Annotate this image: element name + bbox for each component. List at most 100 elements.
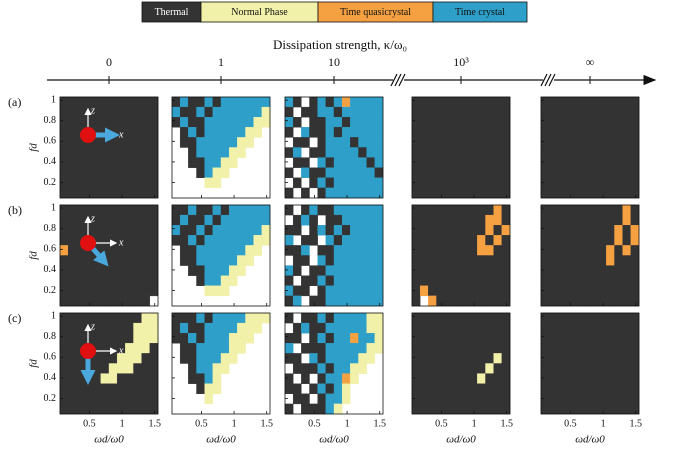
phase-cell	[565, 295, 574, 307]
phase-cell	[589, 363, 599, 374]
phase-cell	[261, 224, 271, 236]
phase-cell	[419, 96, 429, 108]
phase-cell	[149, 147, 159, 158]
phase-cell	[59, 245, 69, 256]
phase-cell	[606, 383, 615, 395]
phase-cell	[565, 157, 574, 168]
phase-cell	[116, 333, 126, 344]
phase-cell	[581, 373, 591, 384]
phase-cell	[59, 96, 69, 108]
phase-cell	[317, 157, 327, 168]
phase-cell	[493, 157, 503, 168]
phase-cell	[196, 157, 205, 168]
phase-cell	[237, 214, 246, 226]
phase-cell	[188, 106, 197, 118]
phase-cell	[557, 383, 566, 395]
phase-cell	[149, 224, 159, 236]
phase-cell	[253, 224, 263, 236]
phase-cell	[540, 343, 550, 354]
phase-cell	[419, 383, 429, 395]
phase-cell	[589, 214, 599, 226]
phase-cell	[116, 96, 126, 108]
phase-cell	[460, 343, 470, 354]
phase-cell	[67, 106, 77, 118]
phase-cell	[460, 285, 470, 297]
phase-cell	[540, 214, 550, 226]
phase-cell	[436, 224, 445, 236]
phase-cell	[133, 333, 142, 344]
phase-cell	[444, 353, 454, 364]
phase-cell	[477, 127, 486, 138]
phase-cell	[573, 343, 583, 354]
phase-cell	[292, 333, 302, 344]
phase-cell	[477, 177, 486, 189]
phase-cell	[452, 177, 462, 189]
phase-cell	[597, 177, 607, 189]
phase-cell	[436, 106, 445, 118]
phase-cell	[59, 312, 69, 324]
phase-cell	[67, 343, 77, 354]
phase-cell	[133, 96, 142, 108]
phase-cell	[188, 373, 197, 384]
inset-axis-label: x	[118, 129, 124, 140]
phase-cell	[444, 204, 454, 216]
phase-cell	[493, 343, 503, 354]
phase-cell	[108, 214, 118, 226]
phase-cell	[477, 187, 486, 199]
phase-cell	[301, 255, 310, 266]
phase-cell	[59, 235, 69, 246]
phase-cell	[501, 403, 511, 415]
phase-cell	[452, 295, 462, 307]
phase-cell	[606, 255, 615, 266]
phase-cell	[597, 265, 607, 276]
phase-cell	[622, 393, 632, 405]
phase-cell	[108, 224, 118, 236]
phase-cell	[116, 393, 126, 405]
y-tick-label: 0.2	[44, 177, 57, 188]
phase-cell	[325, 383, 335, 395]
phase-cell	[301, 312, 310, 324]
phase-cell	[133, 343, 142, 354]
phase-cell	[292, 363, 302, 374]
phase-cell	[468, 383, 478, 395]
phase-cell	[92, 403, 102, 415]
phase-cell	[179, 96, 189, 108]
phase-cell	[149, 275, 159, 287]
y-tick-label: 0.8	[44, 331, 57, 342]
phase-cell	[452, 224, 462, 236]
phase-cell	[59, 295, 69, 307]
phase-cell	[374, 255, 384, 266]
phase-cell	[581, 322, 591, 334]
phase-cell	[630, 373, 640, 384]
phase-cell	[212, 373, 222, 384]
phase-cell	[606, 137, 615, 148]
phase-cell	[573, 106, 583, 118]
y-tick-label: 0.4	[44, 372, 57, 383]
phase-cell	[501, 353, 511, 364]
phase-cell	[301, 322, 310, 334]
spin-sphere	[80, 343, 96, 359]
phase-cell	[606, 96, 615, 108]
phase-cell	[108, 353, 118, 364]
phase-cell	[309, 265, 318, 276]
phase-cell	[565, 187, 574, 199]
phase-cell	[171, 214, 181, 226]
phase-cell	[325, 275, 335, 287]
phase-cell	[548, 295, 558, 307]
phase-cell	[622, 157, 632, 168]
phase-cell	[428, 137, 437, 148]
phase-cell	[228, 204, 238, 216]
phase-cell	[540, 224, 550, 236]
phase-cell	[133, 353, 142, 364]
phase-cell	[125, 333, 134, 344]
phase-cell	[76, 116, 85, 128]
phase-cell	[92, 393, 102, 405]
phase-cell	[477, 322, 486, 334]
phase-cell	[220, 285, 230, 297]
phase-cell	[125, 147, 134, 158]
phase-cell	[125, 312, 134, 324]
phase-cell	[557, 333, 566, 344]
phase-cell	[485, 137, 494, 148]
phase-cell	[220, 265, 230, 276]
phase-cell	[614, 106, 623, 118]
